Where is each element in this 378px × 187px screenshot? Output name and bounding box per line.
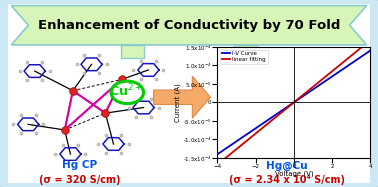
Circle shape (111, 81, 144, 104)
Text: (σ = 2.34 x 10⁴ S/cm): (σ = 2.34 x 10⁴ S/cm) (229, 174, 345, 185)
Text: Hg CP: Hg CP (62, 160, 97, 171)
I-V Curve (368, 49, 373, 52)
linear fitting (306, 89, 311, 92)
I-V Curve (215, 153, 220, 155)
linear fitting (215, 163, 220, 165)
I-V Curve (344, 66, 349, 68)
linear fitting (354, 51, 358, 53)
Line: linear fitting: linear fitting (217, 40, 370, 165)
FancyBboxPatch shape (8, 4, 370, 183)
linear fitting (309, 87, 313, 90)
FancyBboxPatch shape (234, 45, 257, 58)
linear fitting (344, 59, 349, 61)
Y-axis label: Current (A): Current (A) (175, 83, 181, 122)
FancyBboxPatch shape (121, 45, 144, 58)
I-V Curve (306, 92, 310, 94)
Text: (σ = 320 S/cm): (σ = 320 S/cm) (39, 174, 120, 185)
linear fitting (368, 39, 373, 41)
I-V Curve (215, 153, 220, 155)
Polygon shape (153, 76, 211, 118)
I-V Curve (306, 91, 311, 94)
Text: Cu$^{2+}$: Cu$^{2+}$ (109, 83, 143, 99)
Text: Enhancement of Conductivity by 70 Fold: Enhancement of Conductivity by 70 Fold (38, 19, 340, 32)
Polygon shape (11, 6, 367, 45)
I-V Curve (354, 59, 358, 61)
linear fitting (306, 90, 310, 92)
Text: Hg@Cu: Hg@Cu (266, 160, 308, 171)
Legend: I-V Curve, linear fitting: I-V Curve, linear fitting (220, 50, 268, 64)
linear fitting (215, 164, 220, 166)
X-axis label: Voltage (V): Voltage (V) (274, 171, 313, 177)
I-V Curve (309, 90, 313, 92)
Line: I-V Curve: I-V Curve (217, 50, 370, 154)
